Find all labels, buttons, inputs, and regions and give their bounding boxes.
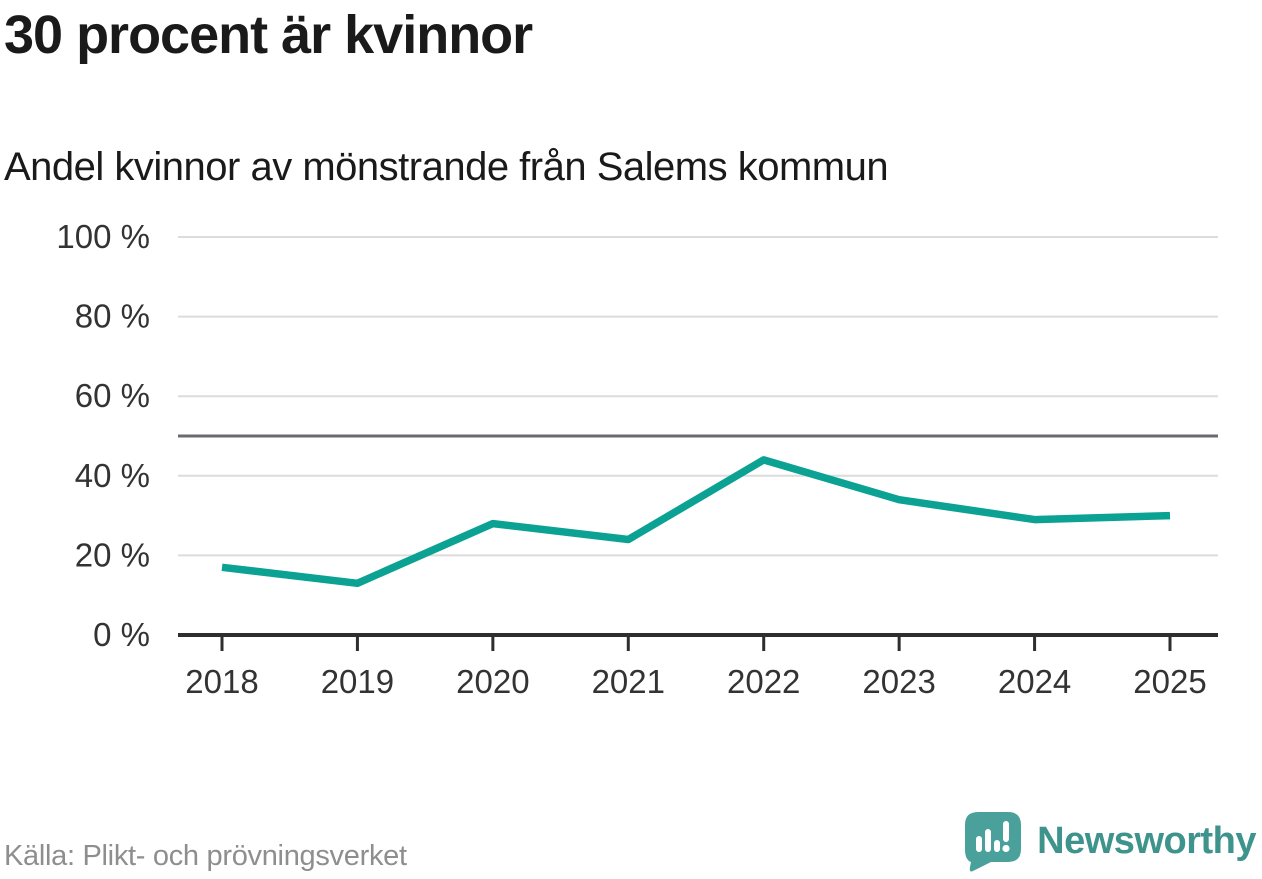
x-axis-label: 2022 bbox=[727, 663, 800, 700]
exclamation-dot bbox=[1002, 844, 1010, 853]
speech-bubble-shape bbox=[965, 812, 1022, 872]
x-axis-label: 2024 bbox=[998, 663, 1071, 700]
y-axis-label: 0 % bbox=[93, 616, 150, 653]
y-axis-label: 100 % bbox=[56, 218, 150, 255]
data-line bbox=[221, 456, 1171, 588]
bar-1 bbox=[976, 836, 983, 852]
x-axis-label: 2021 bbox=[592, 663, 665, 700]
newsworthy-logo-text: Newsworthy bbox=[1037, 819, 1256, 862]
x-axis-label: 2025 bbox=[1133, 663, 1206, 700]
y-axis-label: 80 % bbox=[75, 298, 150, 335]
bar-3 bbox=[994, 840, 1001, 852]
newsworthy-logo: Newsworthy bbox=[961, 810, 1256, 872]
chart-subtitle: Andel kvinnor av mönstrande från Salems … bbox=[4, 145, 889, 189]
x-axis-label: 2023 bbox=[862, 663, 935, 700]
newsworthy-logo-icon bbox=[965, 812, 1022, 872]
y-axis-label: 40 % bbox=[75, 457, 150, 494]
exclamation-bar bbox=[1003, 821, 1010, 842]
x-axis-label: 2020 bbox=[456, 663, 529, 700]
source-note: Källa: Plikt- och prövningsverket bbox=[4, 840, 407, 872]
x-axis-label: 2018 bbox=[185, 663, 258, 700]
y-axis-label: 60 % bbox=[75, 377, 150, 414]
chart-title: 30 procent är kvinnor bbox=[4, 5, 533, 65]
y-axis-label: 20 % bbox=[75, 536, 150, 573]
line-chart: 0 % 20 % 40 % 60 % 80 % 100 % 2018 2019 2020 2021… bbox=[56, 218, 1218, 700]
x-axis-label: 2019 bbox=[321, 663, 394, 700]
bar-2 bbox=[985, 829, 992, 852]
